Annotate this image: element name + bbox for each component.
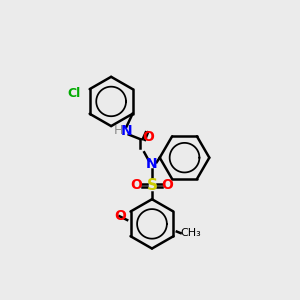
Text: O: O xyxy=(130,178,142,192)
Text: O: O xyxy=(114,209,126,223)
Text: S: S xyxy=(146,178,158,193)
Text: H: H xyxy=(114,124,123,137)
Text: CH₃: CH₃ xyxy=(181,228,201,238)
Text: O: O xyxy=(142,130,154,144)
Text: N: N xyxy=(121,124,132,138)
Text: O: O xyxy=(161,178,173,192)
Text: N: N xyxy=(146,157,158,171)
Text: Cl: Cl xyxy=(67,87,80,100)
